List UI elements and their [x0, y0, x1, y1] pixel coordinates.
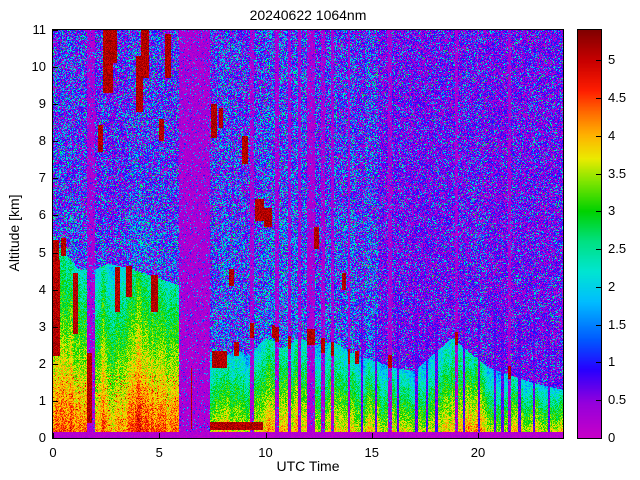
colorbar-tick-label: 4 — [608, 127, 616, 143]
colorbar-tick-mark — [596, 438, 601, 439]
y-tick-label: 11 — [32, 22, 47, 37]
y-tick-mark — [53, 178, 58, 180]
y-tick-label: 1 — [38, 392, 46, 408]
y-tick-label: 3 — [38, 318, 46, 334]
y-tick-mark — [53, 215, 58, 217]
colorbar-tick-mark — [596, 362, 601, 364]
y-tick-mark — [53, 30, 58, 31]
colorbar-tick-label: 4.5 — [608, 90, 627, 105]
x-axis-label: UTC Time — [276, 458, 340, 474]
x-tick-label: 15 — [364, 445, 379, 460]
y-tick-label: 0 — [38, 430, 46, 445]
colorbar-tick-label: 3.5 — [608, 165, 627, 181]
colorbar-canvas — [578, 30, 601, 438]
y-tick-label: 2 — [38, 355, 46, 371]
colorbar-tick-label: 1 — [608, 354, 616, 370]
colorbar-tick-mark — [596, 173, 601, 175]
y-tick-label: 5 — [38, 244, 46, 260]
y-tick-mark — [53, 326, 58, 328]
colorbar-tick-mark — [596, 60, 601, 62]
chart-title: 20240622 1064nm — [249, 7, 367, 23]
colorbar-tick-label: 2 — [608, 278, 616, 294]
y-tick-mark — [53, 252, 58, 254]
x-tick-mark — [53, 433, 54, 438]
x-tick-mark — [478, 433, 479, 438]
colorbar-tick-mark — [596, 135, 601, 137]
colorbar-tick-label: 0 — [608, 430, 616, 445]
y-tick-mark — [53, 363, 58, 365]
colorbar-tick-label: 2.5 — [608, 241, 627, 257]
colorbar-tick-mark — [596, 211, 601, 213]
y-tick-label: 9 — [38, 96, 46, 112]
colorbar-tick-label: 5 — [608, 52, 616, 68]
colorbar-tick-mark — [596, 249, 601, 251]
y-tick-mark — [53, 104, 58, 106]
y-tick-mark — [53, 67, 58, 69]
y-axis-label: Altitude [km] — [6, 194, 22, 272]
colorbar-tick-mark — [596, 324, 601, 326]
y-tick-mark — [53, 141, 58, 143]
colorbar — [577, 29, 602, 439]
y-tick-mark — [53, 400, 58, 402]
colorbar-tick-label: 3 — [608, 203, 616, 219]
heatmap-canvas — [53, 30, 563, 438]
x-tick-mark — [371, 433, 373, 438]
x-tick-label: 10 — [258, 445, 273, 460]
x-tick-label: 0 — [49, 445, 57, 460]
y-tick-label: 8 — [38, 133, 46, 149]
y-tick-mark — [53, 438, 58, 439]
y-tick-mark — [53, 289, 58, 291]
colorbar-tick-label: 1.5 — [608, 316, 627, 332]
colorbar-tick-label: 0.5 — [608, 392, 627, 408]
y-tick-label: 6 — [38, 207, 46, 223]
y-tick-label: 4 — [38, 281, 46, 297]
x-tick-label: 5 — [155, 445, 163, 460]
y-tick-label: 7 — [38, 170, 46, 186]
x-tick-mark — [265, 433, 267, 438]
colorbar-tick-mark — [596, 98, 601, 99]
colorbar-tick-mark — [596, 400, 601, 402]
y-tick-label: 10 — [31, 59, 46, 75]
colorbar-tick-mark — [596, 286, 601, 288]
x-tick-label: 20 — [470, 445, 486, 460]
x-tick-mark — [159, 433, 161, 438]
plot-frame — [52, 29, 564, 439]
